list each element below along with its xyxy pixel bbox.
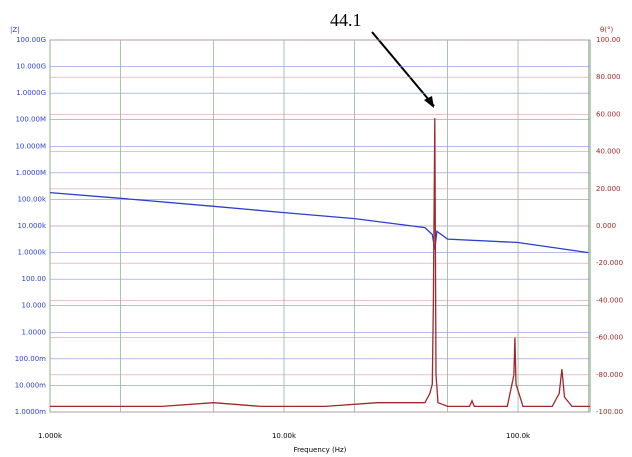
y-tick-label: 1.0000G (16, 89, 46, 97)
x-tick-label: 10.00k (272, 432, 297, 440)
y-tick-label: 1.0000 (22, 328, 47, 336)
y2-tick-label: 20.000 (596, 185, 621, 193)
y2-tick-label: 80.000 (596, 73, 621, 81)
y2-tick-label: -20.000 (596, 259, 623, 267)
annotation-arrow (371, 31, 435, 107)
y-tick-label: 100.00M (15, 116, 46, 124)
y2-tick-label: 40.000 (596, 148, 621, 156)
y2-tick-label: -40.000 (596, 296, 623, 304)
y2-tick-label: -60.000 (596, 334, 623, 342)
annotation: 44.1 (330, 10, 362, 30)
y-tick-label: 10.000 (22, 302, 47, 310)
x-axis-label: Frequency (Hz) (294, 446, 347, 454)
series-line (50, 118, 590, 408)
y-tick-label: 10.000k (17, 222, 46, 230)
y2-tick-label: 0.000 (596, 222, 616, 230)
y2-tick-label: 100.00 (596, 36, 621, 44)
y-tick-label: 1.0000m (15, 408, 46, 416)
y2-tick-label: 60.000 (596, 110, 621, 118)
y-tick-label: 10.000M (15, 142, 46, 150)
y2-axis-label: θ(°) (600, 26, 614, 34)
y-axis-label: |Z| (10, 26, 20, 34)
y-tick-label: 100.00k (17, 195, 46, 203)
y2-tick-label: -100.00 (596, 408, 623, 416)
x-tick-label: 100.0k (506, 432, 531, 440)
y-tick-label: 100.00G (16, 36, 46, 44)
y-tick-label: 10.000m (15, 381, 46, 389)
y-tick-label: 1.0000k (17, 249, 46, 257)
series-line (49, 191, 589, 254)
y-tick-label: 100.00 (22, 275, 47, 283)
x-tick-label: 1.000k (38, 432, 63, 440)
y-tick-label: 10.000G (16, 63, 46, 71)
y-tick-label: 100.00m (15, 355, 46, 363)
y2-tick-label: -80.000 (596, 371, 623, 379)
arrow-head (424, 96, 434, 108)
y-tick-label: 1.0000M (15, 169, 46, 177)
